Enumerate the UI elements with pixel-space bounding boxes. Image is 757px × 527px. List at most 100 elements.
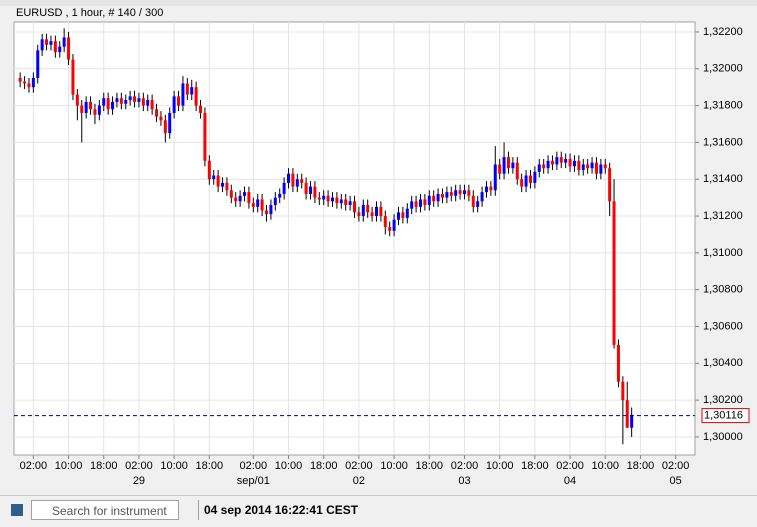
search-input[interactable]: Search for instrument: [31, 500, 179, 520]
candle-body: [106, 98, 110, 110]
candle-body: [590, 162, 594, 169]
candle-body: [251, 203, 255, 207]
candle-body: [27, 83, 31, 88]
candle-body: [445, 192, 449, 198]
candle-body: [102, 98, 106, 106]
status-bar: Search for instrument 04 sep 2014 16:22:…: [0, 495, 757, 527]
x-tick-label: 10:00: [380, 460, 408, 472]
x-tick-label: 02:00: [240, 460, 268, 472]
candle-body: [480, 192, 484, 202]
candle-body: [353, 201, 356, 213]
candle-body: [484, 186, 488, 193]
candle-body: [185, 83, 189, 95]
candle-body: [550, 160, 554, 165]
x-tick-label: 02:00: [556, 460, 584, 472]
y-tick-label: 1,32000: [703, 63, 743, 75]
candle-body: [405, 208, 409, 218]
candle-body: [89, 101, 93, 110]
candle-body: [115, 98, 119, 102]
x-tick-label: 18:00: [627, 460, 655, 472]
candle-body: [586, 164, 590, 169]
candle-body: [269, 204, 273, 215]
status-icon[interactable]: [11, 504, 23, 516]
toolbar: [0, 0, 757, 6]
date-label: 04: [564, 475, 576, 487]
timestamp: 04 sep 2014 16:22:41 CEST: [198, 500, 358, 520]
candle-body: [498, 164, 502, 174]
y-tick-label: 1,31400: [703, 173, 743, 185]
candle-body: [229, 190, 233, 198]
candle-body: [58, 46, 62, 53]
candle-body: [537, 164, 541, 172]
candle-body: [462, 190, 466, 194]
candle-body: [493, 164, 497, 191]
y-tick-label: 1,32200: [703, 26, 743, 38]
candle-body: [383, 216, 387, 228]
y-tick-label: 1,30200: [703, 394, 743, 406]
date-label: sep/01: [237, 475, 270, 487]
candle-body: [449, 192, 453, 196]
candle-body: [568, 158, 572, 167]
y-tick-label: 1,30800: [703, 284, 743, 296]
candle-body: [128, 96, 132, 101]
candle-body: [45, 39, 49, 45]
candle-body: [247, 192, 251, 204]
candle-body: [203, 112, 207, 161]
candle-body: [80, 105, 84, 113]
candle-body: [265, 210, 269, 215]
y-tick-label: 1,31800: [703, 99, 743, 111]
candle-body: [458, 190, 462, 194]
y-tick-label: 1,31000: [703, 247, 743, 259]
candle-body: [370, 212, 374, 217]
candle-body: [440, 193, 444, 198]
candle-body: [436, 193, 440, 202]
candle-body: [133, 96, 137, 102]
candle-body: [278, 193, 282, 198]
candle-body: [190, 87, 194, 95]
candle-body: [418, 199, 422, 207]
candle-body: [317, 197, 321, 200]
candle-body: [67, 37, 71, 60]
x-tick-label: 10:00: [55, 460, 83, 472]
x-tick-label: 18:00: [310, 460, 338, 472]
candle-body: [199, 105, 203, 113]
candle-body: [234, 197, 238, 202]
x-tick-label: 18:00: [521, 460, 549, 472]
candle-body: [49, 41, 53, 45]
candle-body: [603, 164, 607, 169]
chart: EURUSD , 1 hour, # 140 / 300 1,30000 1,30…: [0, 0, 757, 487]
candle-body: [366, 204, 370, 213]
candle-body: [344, 199, 348, 205]
candle-body: [427, 195, 431, 205]
candle-body: [97, 105, 101, 115]
candle-body: [304, 182, 308, 194]
candle-body: [599, 164, 603, 174]
candle-body: [410, 201, 414, 209]
y-tick-label: 1,30000: [703, 431, 743, 443]
candle-body: [374, 206, 378, 217]
candle-body: [163, 120, 167, 134]
candle-body: [40, 39, 44, 51]
candle-body: [168, 112, 172, 134]
candle-body: [313, 186, 317, 198]
candle-body: [392, 219, 396, 231]
candle-body: [401, 212, 405, 218]
candle-body: [471, 195, 475, 207]
candle-body: [339, 199, 343, 204]
candle-body: [542, 164, 546, 169]
candle-body: [467, 190, 471, 196]
candle-body: [309, 186, 313, 194]
candle-body: [71, 59, 75, 95]
candle-body: [225, 182, 229, 191]
candle-body: [181, 83, 185, 106]
candle-body: [111, 101, 115, 110]
candle-body: [31, 77, 35, 88]
candle-body: [533, 171, 537, 183]
candle-body: [489, 186, 493, 191]
candle-body: [124, 100, 128, 104]
candle-body: [256, 199, 260, 207]
x-tick-label: 10:00: [591, 460, 619, 472]
candle-body: [559, 157, 563, 163]
candle-body: [75, 94, 79, 106]
